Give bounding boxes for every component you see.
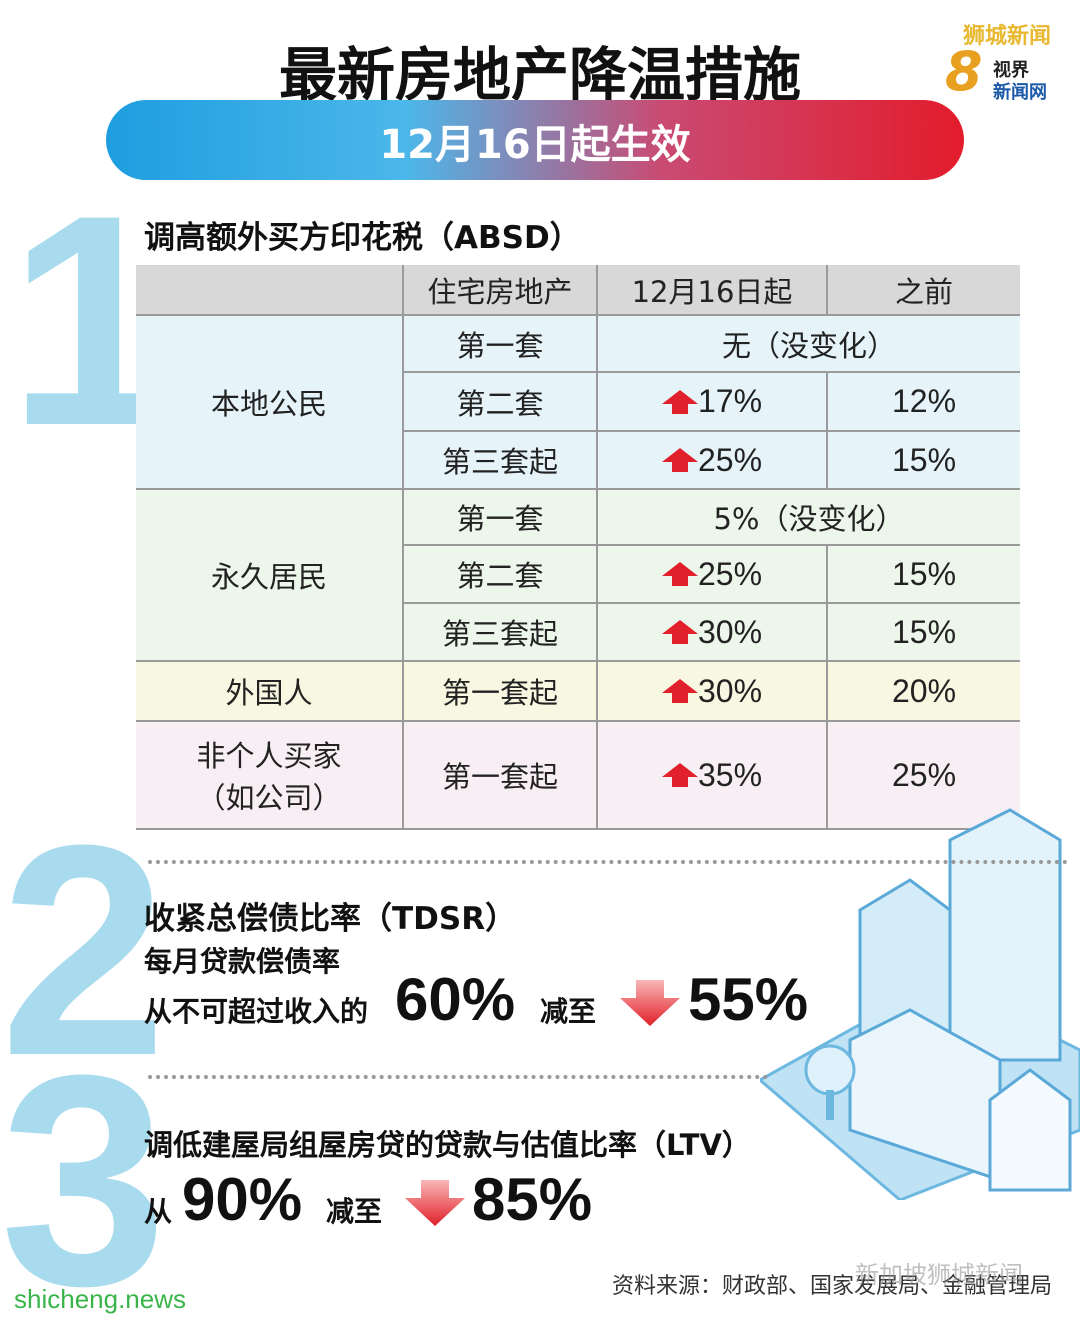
new-rate: 25% bbox=[697, 441, 763, 478]
before-rate-cell: 20% bbox=[828, 662, 1020, 722]
section-heading: 调高额外买方印花税（ABSD） bbox=[144, 220, 581, 256]
new-rate: 30% bbox=[697, 613, 763, 650]
to-value: 55% bbox=[688, 966, 809, 1033]
buyer-cell: 非个人买家 （如公司） bbox=[136, 722, 404, 830]
before-rate-cell: 12% bbox=[828, 373, 1020, 432]
property-cell: 第三套起 bbox=[404, 604, 598, 662]
up-arrow bbox=[661, 562, 698, 586]
absd-table: 住宅房地产 12月16日起 之前 本地公民 第一套 无（没变化） 第二套 17% 12% 第三套起… bbox=[136, 265, 1020, 830]
down-arrow bbox=[405, 1180, 465, 1226]
property-cell: 第一套 bbox=[404, 490, 598, 546]
new-rate-cell: 25% bbox=[598, 546, 828, 604]
header-cell: 12月16日起 bbox=[598, 265, 828, 316]
title: 最新房地产降温措施 bbox=[278, 41, 801, 109]
up-arrow bbox=[661, 620, 698, 644]
property-cell: 第三套起 bbox=[404, 432, 598, 490]
buyer: 外国人 bbox=[225, 676, 313, 710]
divider bbox=[148, 1075, 768, 1079]
before-rate-cell: 25% bbox=[828, 722, 1020, 830]
up-arrow bbox=[661, 389, 698, 414]
new-rate-cell: 25% bbox=[598, 432, 828, 490]
section-subheading: 每月贷款偿债率 bbox=[144, 945, 341, 978]
from-text: 从不可超过收入的 bbox=[144, 995, 369, 1028]
header-cell: 住宅房地产 bbox=[404, 265, 598, 316]
section-heading: 调低建屋局组屋房贷的贷款与估值比率（LTV） bbox=[144, 1128, 751, 1162]
buyer-cell: 外国人 bbox=[136, 662, 404, 722]
buyer-cell: 本地公民 bbox=[136, 316, 404, 490]
buyer-cell: 永久居民 bbox=[136, 490, 404, 662]
section-number: 2 bbox=[0, 782, 167, 1118]
divider bbox=[148, 860, 1068, 864]
property-cell: 第二套 bbox=[404, 373, 598, 432]
source: 资料来源：财政部、国家发展局、金融管理局 bbox=[612, 1274, 1053, 1299]
up-arrow bbox=[661, 763, 698, 787]
new-rate: 30% bbox=[697, 672, 763, 709]
from-value: 90% bbox=[182, 1166, 303, 1233]
to-text: 减至 bbox=[326, 1195, 383, 1228]
buyer: 本地公民 bbox=[210, 387, 327, 421]
logo-number: 8 bbox=[945, 40, 983, 103]
to-value: 85% bbox=[472, 1166, 593, 1233]
unchanged-cell: 无（没变化） bbox=[598, 316, 1020, 373]
new-rate-cell: 17% bbox=[598, 373, 828, 432]
property-cell: 第二套 bbox=[404, 546, 598, 604]
property-cell: 第一套起 bbox=[404, 722, 598, 830]
section-heading: 收紧总偿债比率（TDSR） bbox=[144, 901, 517, 937]
logo-line: 新闻网 bbox=[993, 82, 1047, 103]
new-rate: 17% bbox=[697, 383, 763, 419]
new-rate-cell: 30% bbox=[598, 604, 828, 662]
from-text: 从 bbox=[144, 1195, 173, 1228]
property-cell: 第一套 bbox=[404, 316, 598, 373]
watermark: 新加坡狮城新闻 bbox=[855, 1261, 1023, 1289]
up-arrow bbox=[661, 679, 698, 703]
logo: 狮城新闻 8 视界 新闻网 bbox=[945, 18, 1075, 108]
site: shicheng.news bbox=[14, 1284, 186, 1314]
property-cell: 第一套起 bbox=[404, 662, 598, 722]
building-illustration bbox=[760, 808, 1080, 1200]
new-rate-cell: 35% bbox=[598, 722, 828, 830]
before-rate-cell: 15% bbox=[828, 546, 1020, 604]
from-value: 60% bbox=[395, 966, 516, 1033]
down-arrow bbox=[620, 980, 680, 1026]
header-cell: 之前 bbox=[828, 265, 1020, 316]
logo-line: 视界 bbox=[993, 60, 1029, 81]
before-rate-cell: 15% bbox=[828, 432, 1020, 490]
buyer: 非个人买家 bbox=[196, 739, 342, 773]
up-arrow bbox=[661, 448, 698, 472]
new-rate-cell: 30% bbox=[598, 662, 828, 722]
new-rate: 25% bbox=[697, 555, 763, 592]
to-text: 减至 bbox=[540, 995, 597, 1028]
buyer-note: （如公司） bbox=[196, 781, 342, 815]
logo-brand: 狮城新闻 bbox=[963, 24, 1052, 49]
header-cell bbox=[136, 265, 404, 316]
subtitle: 12月16日起生效 bbox=[379, 122, 691, 168]
new-rate: 35% bbox=[697, 756, 763, 793]
buyer: 永久居民 bbox=[210, 560, 327, 594]
unchanged-cell: 5%（没变化） bbox=[598, 490, 1020, 546]
section-number: 3 bbox=[0, 1012, 167, 1320]
subtitle-banner bbox=[106, 100, 964, 180]
before-rate-cell: 15% bbox=[828, 604, 1020, 662]
